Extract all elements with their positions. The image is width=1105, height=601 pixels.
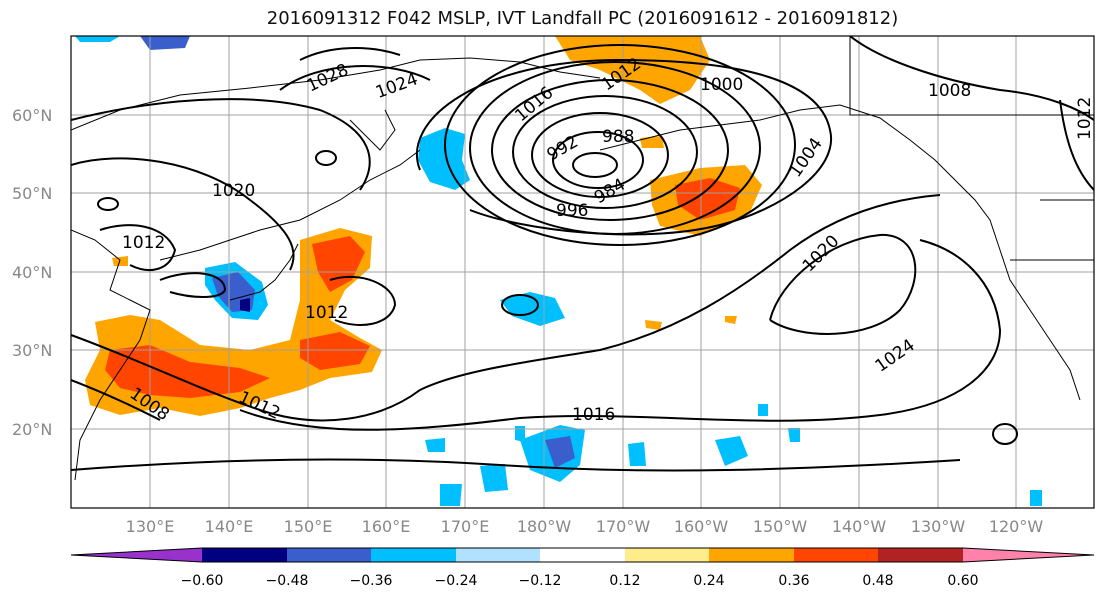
lon-label: 180°W <box>517 517 572 536</box>
isobar-label: 1012 <box>305 303 348 323</box>
map-title: 2016091312 F042 MSLP, IVT Landfall PC (2… <box>266 8 899 29</box>
colorbar-tick: 0.36 <box>778 573 809 589</box>
colorbar-tick: 0.48 <box>862 573 893 589</box>
colorbar-extend-high <box>963 548 1094 562</box>
isobar-label: 1000 <box>700 75 743 95</box>
colorbar-segment <box>287 548 371 562</box>
isobar-label: 996 <box>556 201 588 221</box>
colorbar-segment <box>878 548 963 562</box>
lon-label: 170°E <box>441 517 490 536</box>
colorbar-tick: 0.60 <box>947 573 978 589</box>
lon-label: 130°E <box>126 517 175 536</box>
coastlines <box>71 36 1094 481</box>
colorbar-tick: 0.12 <box>609 573 640 589</box>
colorbar-segment <box>371 548 456 562</box>
lat-label: 20°N <box>12 420 52 439</box>
colorbar-outline <box>70 547 1095 563</box>
lon-label: 130°W <box>911 517 966 536</box>
colorbar-segment <box>456 548 540 562</box>
lon-label: 140°E <box>205 517 254 536</box>
isobar-label: 1020 <box>212 181 255 201</box>
mslp-isobars <box>71 36 1094 472</box>
isobar-label: 988 <box>602 127 634 147</box>
colorbar-segment <box>709 548 794 562</box>
lat-label: 60°N <box>12 106 52 125</box>
lon-label: 170°W <box>596 517 651 536</box>
longitude-labels: 130°E 140°E 150°E 160°E 170°E 180°W 170°… <box>126 517 1044 536</box>
map-border <box>70 35 1095 509</box>
colorbar <box>70 547 1095 563</box>
colorbar-segment <box>202 548 287 562</box>
latitude-labels: 60°N 50°N 40°N 30°N 20°N <box>12 106 52 439</box>
isobar-label: 1012 <box>1075 97 1095 140</box>
isobar-label: 1016 <box>572 405 615 425</box>
lon-label: 140°W <box>832 517 887 536</box>
colorbar-segment <box>794 548 878 562</box>
lat-label: 30°N <box>12 341 52 360</box>
isobar-label: 1008 <box>928 81 971 101</box>
colorbar-segment <box>540 548 625 562</box>
colorbar-tick: −0.48 <box>266 573 309 589</box>
lat-label: 50°N <box>12 184 52 203</box>
lon-label: 150°E <box>284 517 333 536</box>
colorbar-tick-labels: −0.60 −0.48 −0.36 −0.24 −0.12 0.12 0.24 … <box>181 573 979 589</box>
colorbar-segment <box>625 548 709 562</box>
colorbar-tick: −0.24 <box>435 573 478 589</box>
lon-label: 160°E <box>362 517 411 536</box>
colorbar-tick: −0.36 <box>350 573 393 589</box>
colorbar-tick: −0.12 <box>519 573 562 589</box>
lon-label: 120°W <box>989 517 1044 536</box>
lat-label: 40°N <box>12 263 52 282</box>
colorbar-tick: −0.60 <box>181 573 224 589</box>
colorbar-extend-low <box>71 548 202 562</box>
isobar-label: 1012 <box>122 233 165 253</box>
colorbar-tick: 0.24 <box>693 573 724 589</box>
lon-label: 150°W <box>753 517 808 536</box>
lon-label: 160°W <box>674 517 729 536</box>
